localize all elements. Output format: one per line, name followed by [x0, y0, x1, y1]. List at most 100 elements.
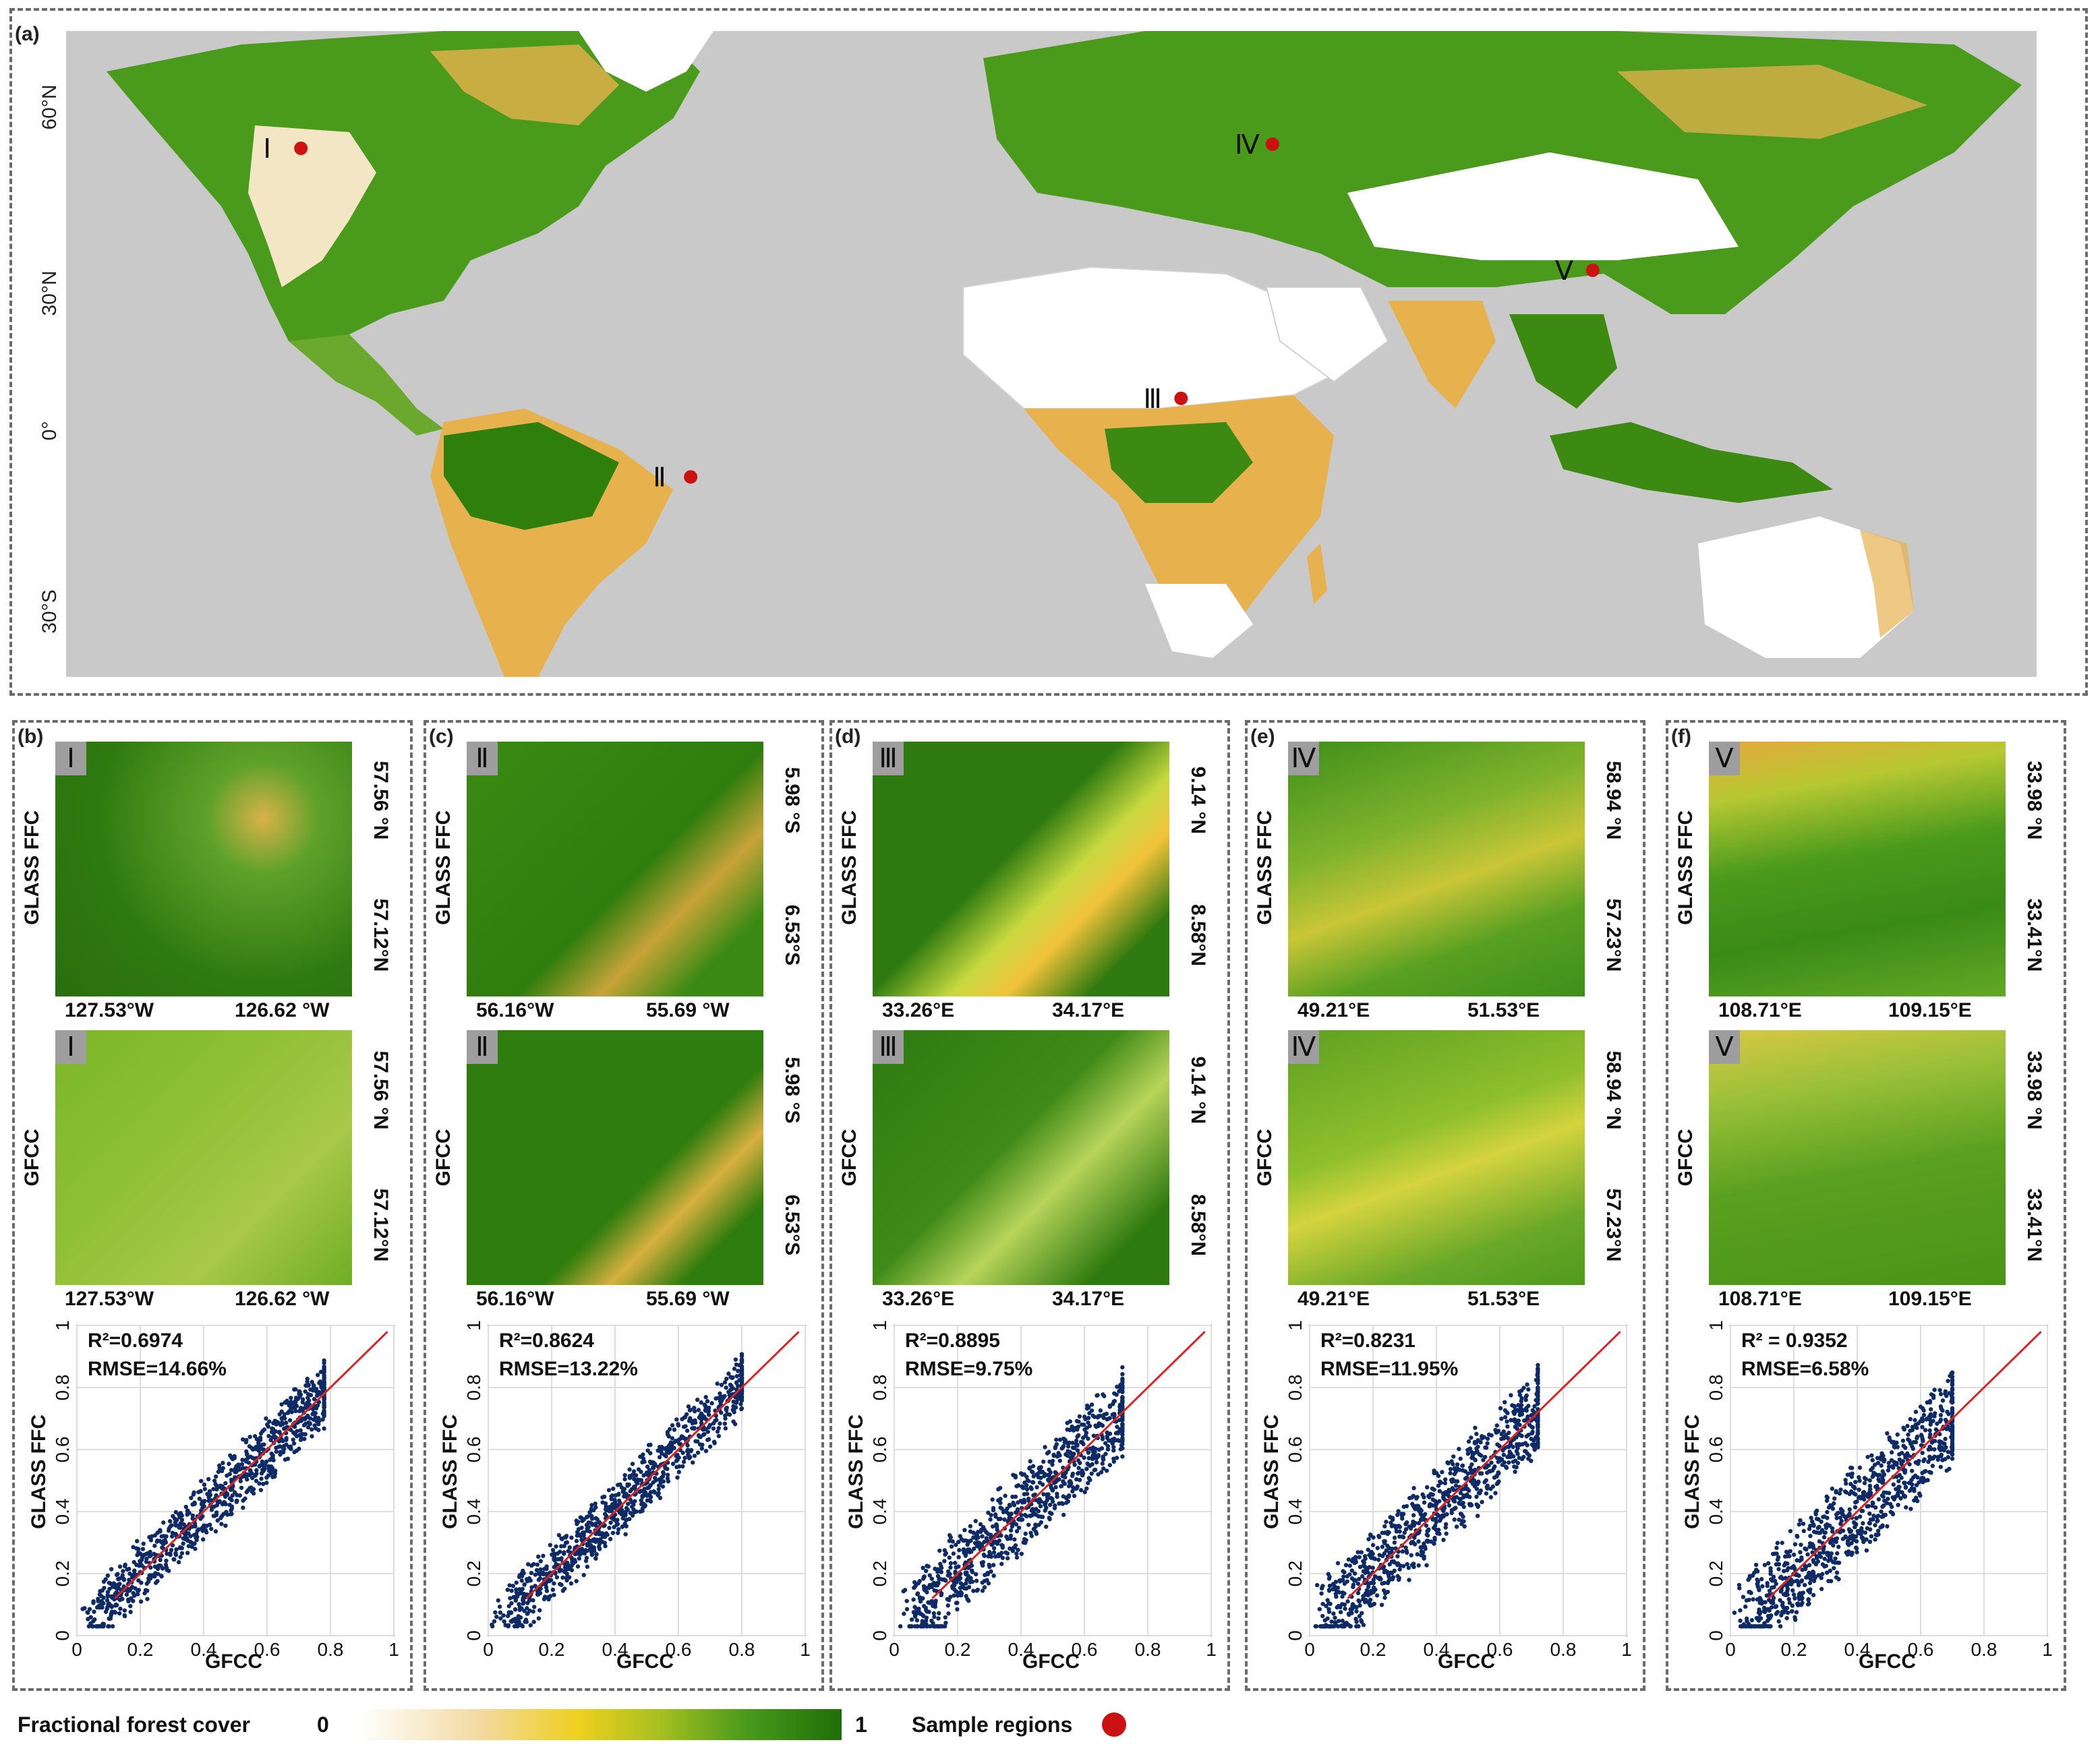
- scatter-point: [666, 1434, 671, 1439]
- scatter-point: [998, 1553, 1003, 1557]
- scatter-point: [1014, 1484, 1019, 1489]
- scatter-point: [82, 1606, 87, 1611]
- scatter-point: [1332, 1624, 1337, 1629]
- scatter-point: [1089, 1471, 1094, 1476]
- scatter-point: [1442, 1481, 1448, 1486]
- scatter-point: [287, 1418, 293, 1423]
- scatter-point: [1857, 1465, 1863, 1470]
- scatter-point: [580, 1518, 585, 1524]
- scatter-point: [1045, 1451, 1050, 1456]
- scatter-point: [645, 1464, 650, 1469]
- scatter-point: [1829, 1551, 1834, 1556]
- scatter-point: [1463, 1469, 1468, 1474]
- scatter-point: [656, 1487, 661, 1492]
- scatter-point: [1833, 1556, 1838, 1561]
- scatter-point: [1498, 1458, 1503, 1463]
- scatter-point: [247, 1472, 252, 1478]
- scatter-point: [1950, 1383, 1955, 1388]
- scatter-point: [952, 1582, 957, 1588]
- scatter-point: [148, 1565, 153, 1570]
- scatter-point: [958, 1586, 963, 1590]
- scatter-point: [1326, 1588, 1332, 1592]
- scatter-point: [1333, 1591, 1338, 1597]
- scatter-point: [942, 1559, 947, 1563]
- scatter-point: [1892, 1497, 1897, 1502]
- scatter-point: [1797, 1558, 1803, 1563]
- scatter-point: [1358, 1564, 1363, 1570]
- scatter-point: [156, 1563, 162, 1568]
- scatter-point: [1524, 1393, 1529, 1398]
- scatter-point: [707, 1444, 713, 1449]
- region-tag: Ⅳ: [1288, 742, 1319, 775]
- scatter-point: [1913, 1409, 1919, 1414]
- scatter-point: [1778, 1624, 1783, 1629]
- scatter-point: [1950, 1396, 1955, 1400]
- scatter-point: [554, 1575, 560, 1580]
- scatter-point: [723, 1413, 728, 1418]
- scatter-point: [1790, 1588, 1795, 1593]
- scatter-point: [159, 1574, 164, 1579]
- scatter-point: [588, 1520, 593, 1525]
- scatter-point: [652, 1490, 658, 1495]
- scatter-point: [1440, 1470, 1445, 1474]
- scatter-point: [1082, 1455, 1086, 1460]
- scatter-point: [1350, 1604, 1355, 1609]
- scatter-point: [1870, 1503, 1875, 1508]
- scatter-point: [986, 1581, 991, 1586]
- scatter-point: [980, 1588, 985, 1593]
- scatter-point: [939, 1566, 944, 1570]
- scatter-point: [1526, 1456, 1531, 1461]
- scatter-point: [241, 1466, 245, 1470]
- scatter-point: [171, 1557, 176, 1562]
- scatter-point: [1082, 1489, 1087, 1495]
- panel-box-1: [12, 720, 413, 1691]
- scatter-point: [1357, 1555, 1362, 1559]
- scatter-point: [603, 1544, 608, 1549]
- scatter-point: [958, 1534, 962, 1539]
- x-tick-label: 1: [1621, 1639, 1632, 1660]
- scatter-point: [1120, 1365, 1125, 1370]
- panel-box-4: [1245, 720, 1645, 1691]
- y-tick-label: 1: [463, 1320, 484, 1331]
- scatter-point: [1402, 1530, 1407, 1535]
- scatter-point: [301, 1416, 306, 1421]
- scatter-point: [933, 1604, 937, 1609]
- scatter-point: [954, 1589, 958, 1594]
- africa-sahara: [962, 266, 1349, 409]
- y-tick-label: 0.4: [869, 1499, 890, 1525]
- scatter-point: [1474, 1431, 1479, 1437]
- scatter-point: [1945, 1409, 1950, 1414]
- scatter-point: [1861, 1521, 1865, 1526]
- scatter-point: [170, 1530, 175, 1535]
- scatter-point: [313, 1414, 318, 1420]
- scatter-point: [722, 1380, 728, 1385]
- scatter-point: [1011, 1472, 1016, 1477]
- scatter-point: [1859, 1532, 1863, 1537]
- scatter-point: [1333, 1620, 1337, 1625]
- scatter-point: [1536, 1363, 1540, 1367]
- scatter-point: [980, 1563, 985, 1568]
- lat-top-label: 58.94 °N: [1602, 761, 1625, 840]
- scatter-point: [1454, 1524, 1459, 1529]
- scatter-point: [718, 1399, 723, 1404]
- panel-label: (b): [18, 725, 44, 748]
- scatter-point: [937, 1548, 942, 1553]
- scatter-point: [322, 1412, 326, 1418]
- scatter-point: [1324, 1603, 1329, 1609]
- scatter-point: [1118, 1447, 1124, 1452]
- scatter-point: [1473, 1425, 1478, 1430]
- scatter-point: [1857, 1495, 1862, 1499]
- scatter-point: [1512, 1419, 1517, 1424]
- scatter-point: [636, 1467, 641, 1472]
- scatter-point: [1791, 1552, 1797, 1557]
- scatter-point: [1105, 1430, 1109, 1435]
- scatter-point: [199, 1508, 204, 1513]
- scatter-point: [612, 1524, 616, 1530]
- scatter-point: [916, 1609, 921, 1613]
- scatter-point: [1027, 1466, 1032, 1471]
- scatter-point: [997, 1485, 1003, 1491]
- india: [1388, 301, 1496, 409]
- scatter-point: [1749, 1624, 1753, 1629]
- scatter-point: [1111, 1445, 1116, 1450]
- scatter-point: [221, 1460, 225, 1466]
